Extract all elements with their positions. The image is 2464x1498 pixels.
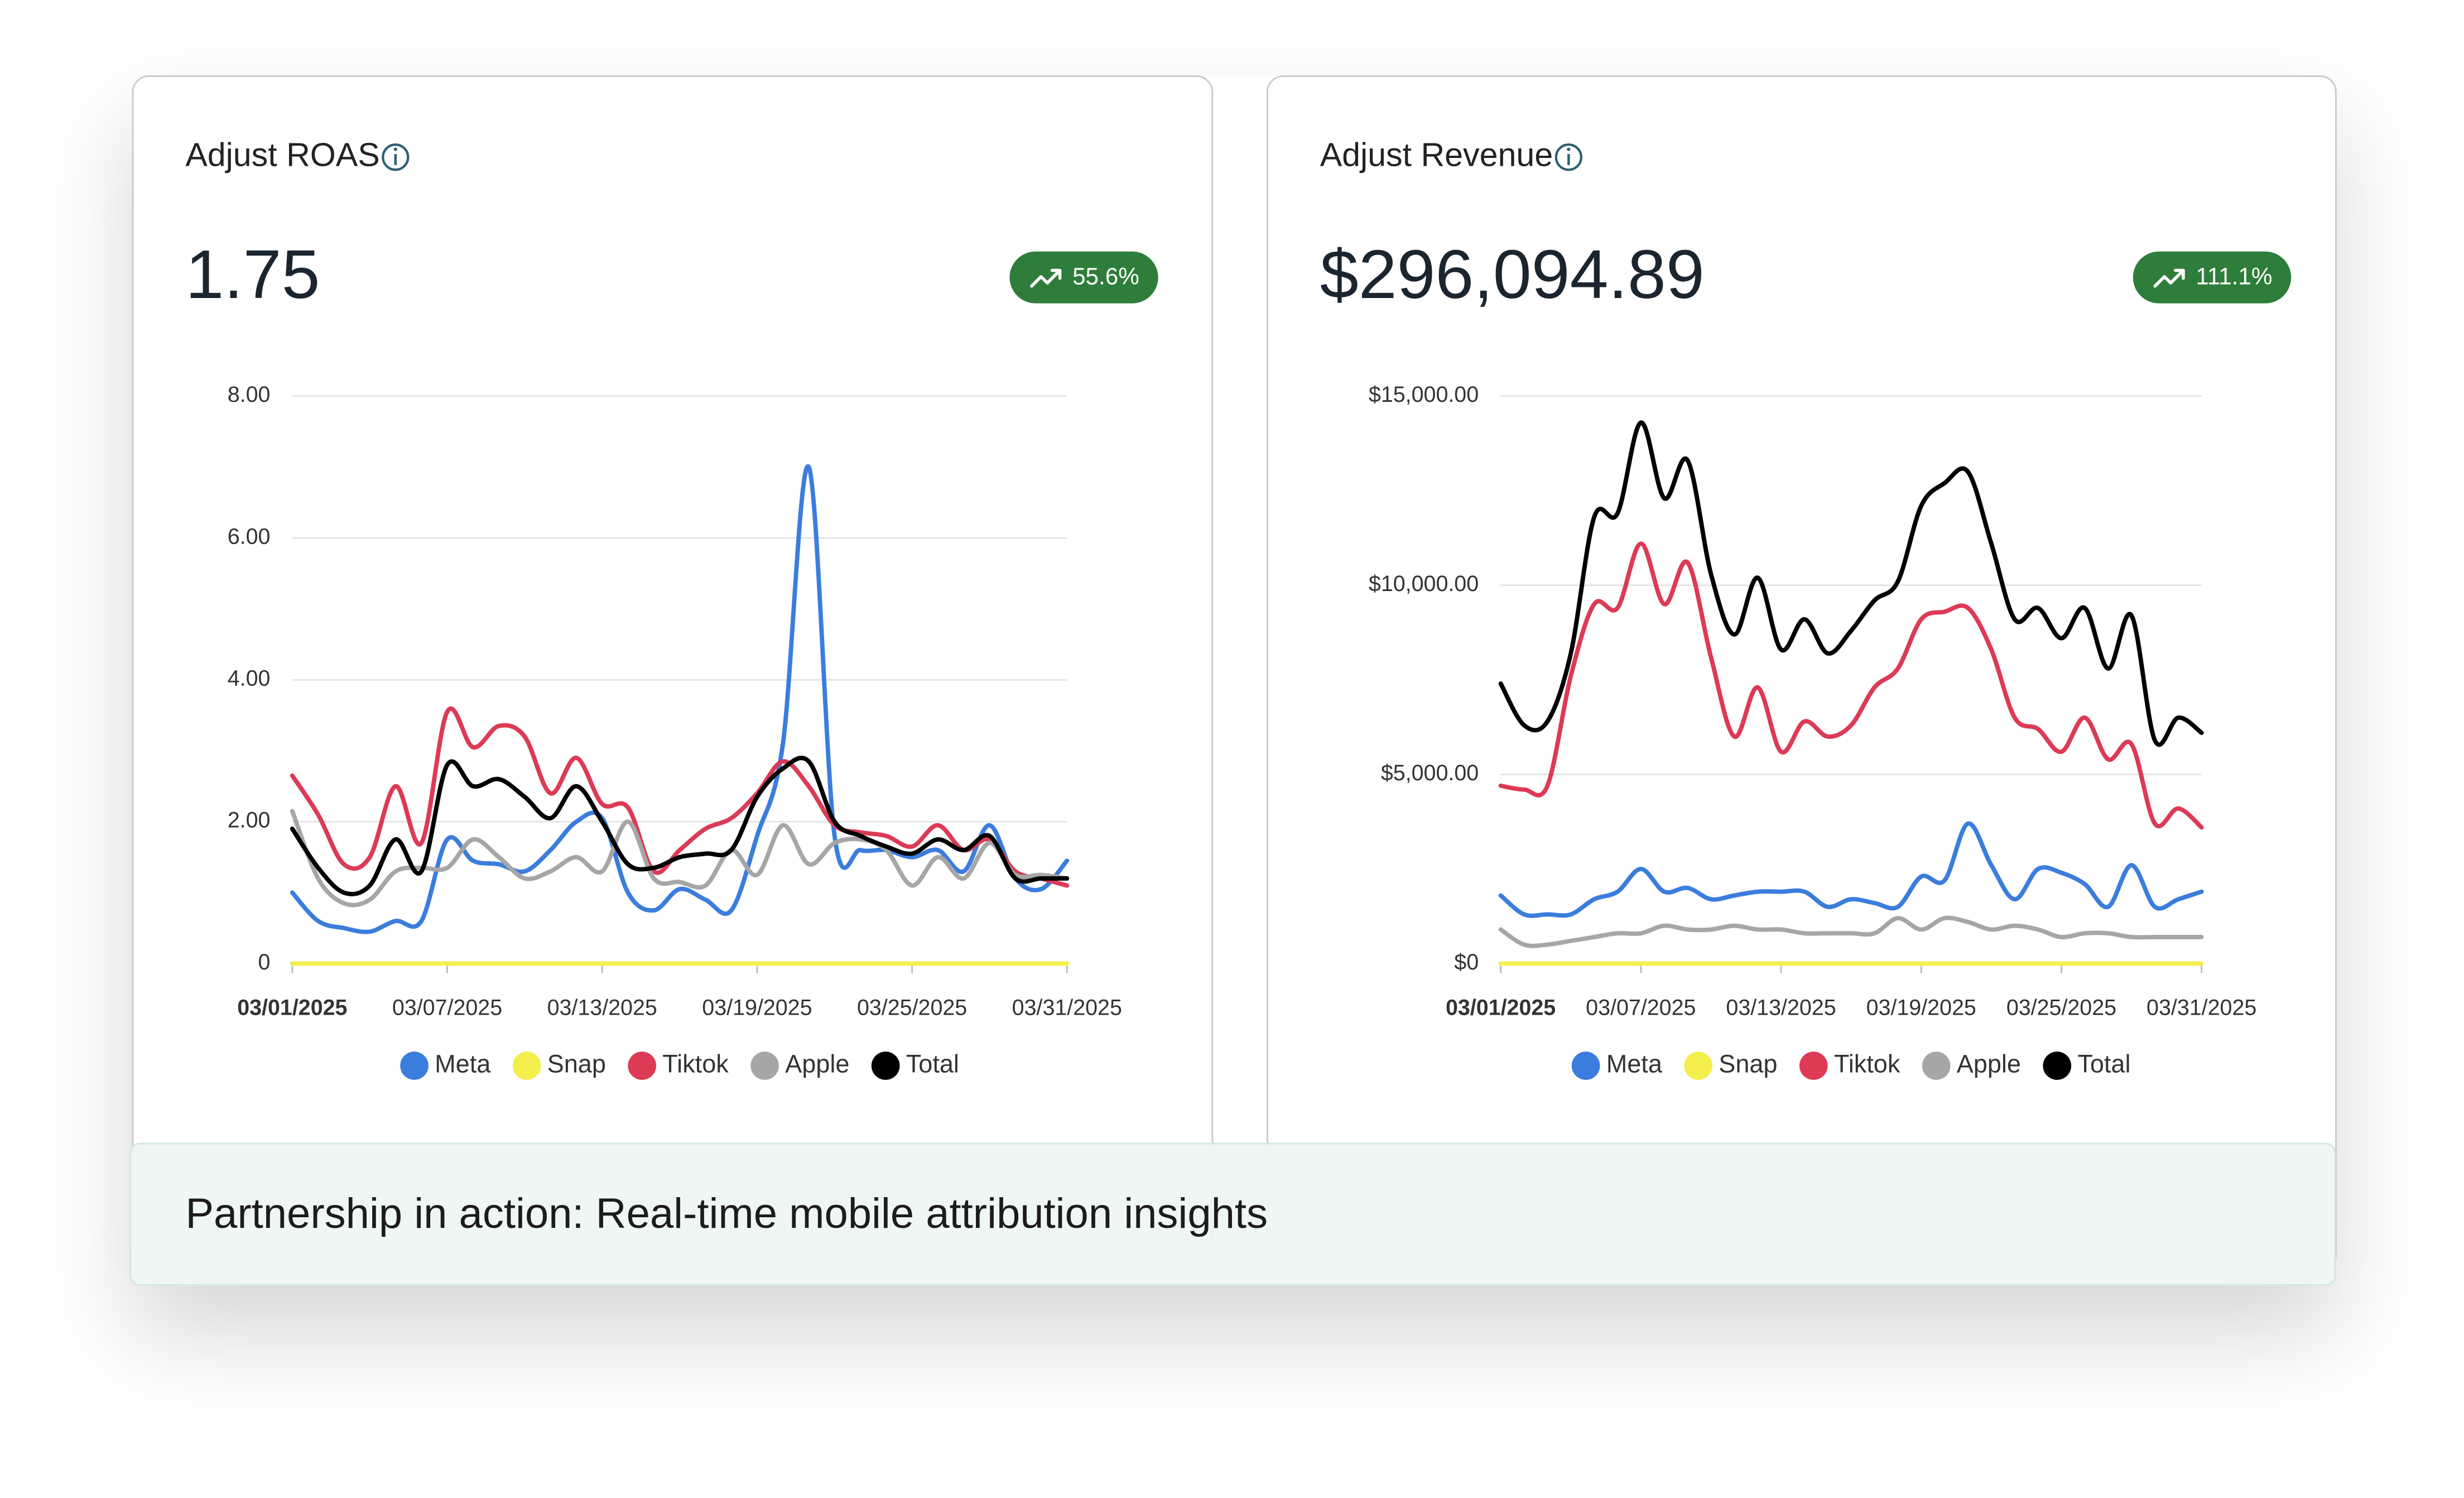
info-icon bbox=[393, 147, 397, 151]
legend-label: Apple bbox=[785, 1049, 849, 1078]
legend-swatch bbox=[628, 1052, 657, 1080]
badge-pill bbox=[2133, 251, 2292, 304]
charts: Adjust ROAS 1.75 55.6% 0 2.00 4.00 6.00 8.00 03/… bbox=[185, 136, 2292, 1080]
legend-swatch bbox=[871, 1052, 900, 1080]
legend: Meta Snap Tiktok Apple Total bbox=[400, 1049, 959, 1080]
legend-label: Apple bbox=[1957, 1049, 2021, 1078]
chart: Adjust Revenue $296,094.89 111.1% $0 $5,000.… bbox=[1320, 136, 2292, 1080]
y-tick-label: 6.00 bbox=[228, 524, 271, 549]
series-line bbox=[1498, 915, 2204, 948]
series-line bbox=[290, 756, 1070, 896]
legend-swatch bbox=[1922, 1052, 1951, 1080]
change-badge: 111.1% bbox=[2133, 251, 2292, 304]
series-line bbox=[1498, 541, 2204, 830]
kpi-value: 1.75 bbox=[185, 236, 320, 313]
x-tick-label: 03/07/2025 bbox=[392, 996, 502, 1020]
x-tick-label: 03/25/2025 bbox=[857, 996, 967, 1020]
legend: Meta Snap Tiktok Apple Total bbox=[1571, 1049, 2130, 1080]
legend-label: Tiktok bbox=[1834, 1049, 1900, 1078]
legend-swatch bbox=[750, 1052, 779, 1080]
kpi-value: $296,094.89 bbox=[1320, 236, 1705, 313]
change-badge: 55.6% bbox=[1009, 251, 1158, 304]
info-icon bbox=[1567, 147, 1571, 151]
series-line bbox=[1498, 420, 2204, 747]
x-tick-label: 03/01/2025 bbox=[1446, 996, 1556, 1020]
y-tick-label: $5,000.00 bbox=[1381, 761, 1479, 785]
change-text: 111.1% bbox=[2196, 263, 2272, 290]
x-tick-label: 03/31/2025 bbox=[2147, 996, 2256, 1020]
y-tick-label: 8.00 bbox=[228, 382, 271, 407]
y-tick-label: 2.00 bbox=[228, 808, 271, 833]
y-tick-label: $0 bbox=[1454, 950, 1479, 974]
legend-label: Meta bbox=[1606, 1049, 1663, 1078]
y-tick-label: 4.00 bbox=[228, 666, 271, 690]
x-tick-label: 03/19/2025 bbox=[1866, 996, 1976, 1020]
info-icon bbox=[1555, 143, 1582, 171]
chart-title: Adjust ROAS bbox=[185, 136, 379, 173]
legend-swatch bbox=[1571, 1052, 1600, 1080]
caption-band bbox=[129, 1142, 2336, 1286]
legend-swatch bbox=[2043, 1052, 2072, 1080]
x-tick-label: 03/13/2025 bbox=[547, 996, 657, 1020]
y-tick-label: $10,000.00 bbox=[1369, 572, 1479, 596]
caption: Partnership in action: Real-time mobile … bbox=[185, 1190, 1268, 1237]
legend-label: Snap bbox=[547, 1049, 606, 1078]
legend-label: Total bbox=[906, 1049, 959, 1078]
x-tick-label: 03/01/2025 bbox=[237, 996, 347, 1020]
chart: Adjust ROAS 1.75 55.6% 0 2.00 4.00 6.00 8.00 03/… bbox=[185, 136, 1158, 1080]
x-tick-label: 03/25/2025 bbox=[2006, 996, 2116, 1020]
trend-icon bbox=[2153, 268, 2185, 288]
legend-swatch bbox=[1799, 1052, 1828, 1080]
legend-swatch bbox=[512, 1052, 541, 1080]
change-text: 55.6% bbox=[1072, 263, 1139, 290]
series-line bbox=[290, 464, 1070, 934]
x-tick-label: 03/19/2025 bbox=[702, 996, 812, 1020]
y-tick-label: $15,000.00 bbox=[1369, 382, 1479, 407]
legend-swatch bbox=[1684, 1052, 1713, 1080]
trend-icon bbox=[1030, 268, 1062, 288]
legend-label: Tiktok bbox=[662, 1049, 729, 1078]
info-icon bbox=[382, 143, 410, 171]
series-line bbox=[1498, 821, 2204, 918]
chart-title: Adjust Revenue bbox=[1320, 136, 1553, 173]
legend-label: Total bbox=[2077, 1049, 2130, 1078]
y-tick-label: 0 bbox=[258, 950, 270, 974]
legend-label: Meta bbox=[435, 1049, 491, 1078]
legend-label: Snap bbox=[1719, 1049, 1777, 1078]
badge-pill bbox=[1009, 251, 1158, 304]
x-tick-label: 03/13/2025 bbox=[1726, 996, 1836, 1020]
x-tick-label: 03/31/2025 bbox=[1012, 996, 1122, 1020]
legend-swatch bbox=[400, 1052, 429, 1080]
x-tick-label: 03/07/2025 bbox=[1586, 996, 1696, 1020]
